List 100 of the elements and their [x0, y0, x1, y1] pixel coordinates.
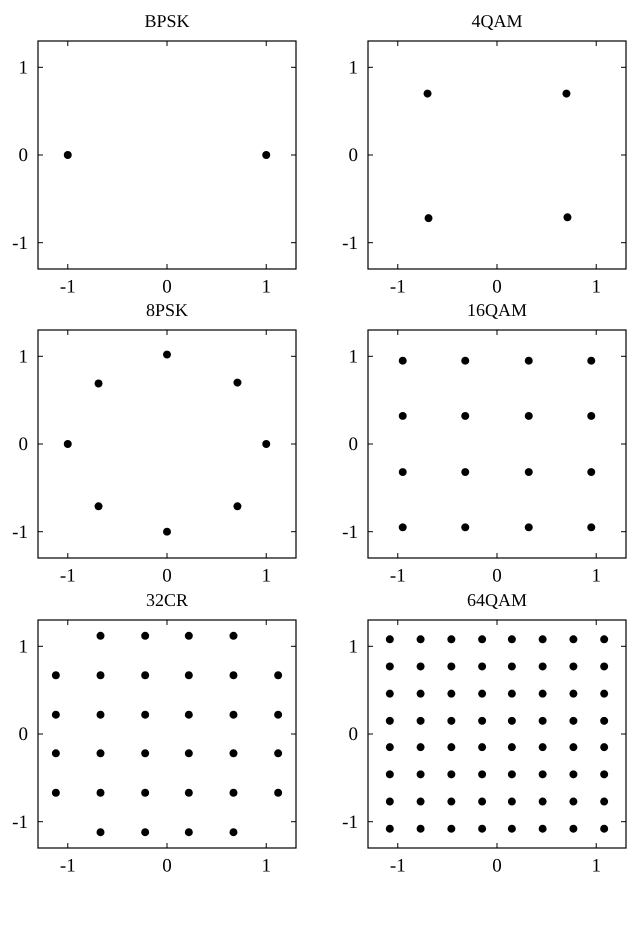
chart-title: 8PSK: [146, 300, 188, 320]
point: [184, 710, 193, 719]
x-tick-label: -1: [390, 276, 406, 298]
chart-title: 64QAM: [466, 590, 528, 610]
y-tick-label: 1: [18, 636, 28, 658]
point: [461, 356, 470, 365]
point: [163, 350, 171, 359]
point: [52, 671, 60, 680]
point: [233, 502, 242, 510]
y-tick-label: 0: [18, 434, 28, 456]
point: [184, 828, 193, 836]
point: [563, 213, 572, 222]
point: [52, 788, 60, 797]
x-tick-label: 0: [162, 276, 172, 298]
x-tick-label: -1: [390, 565, 406, 586]
point: [52, 749, 60, 758]
chart-title: 16QAM: [466, 300, 528, 320]
point: [587, 412, 596, 420]
y-tick-label: -1: [342, 812, 358, 833]
x-tick-label: 1: [261, 565, 271, 586]
point: [96, 788, 105, 797]
y-tick-label: 1: [348, 57, 358, 78]
point: [398, 356, 407, 365]
y-tick-label: -1: [12, 812, 28, 833]
point: [229, 671, 238, 680]
point: [229, 710, 238, 719]
point: [461, 412, 470, 420]
point: [184, 749, 193, 758]
x-tick-label: 1: [261, 855, 271, 876]
x-tick-label: 0: [492, 565, 502, 586]
x-tick-label: -1: [60, 565, 76, 586]
x-tick-label: 1: [591, 855, 601, 876]
point: [64, 440, 72, 448]
point: [524, 356, 533, 365]
y-tick-label: 1: [348, 346, 358, 368]
point: [141, 671, 150, 680]
point: [229, 828, 238, 836]
chart-title: 32CR: [146, 590, 188, 610]
point: [229, 749, 238, 758]
point: [184, 671, 193, 680]
point: [461, 523, 470, 532]
point: [424, 214, 433, 222]
y-tick-label: -1: [342, 232, 358, 254]
point: [562, 90, 570, 98]
y-tick-label: -1: [12, 232, 28, 254]
chart-title: 4QAM: [471, 11, 523, 31]
point: [141, 788, 150, 797]
point: [96, 632, 105, 640]
y-tick-label: 0: [348, 434, 358, 456]
point: [94, 380, 103, 388]
point: [141, 749, 150, 758]
point: [524, 468, 533, 476]
x-tick-label: -1: [60, 276, 76, 298]
y-tick-label: 0: [18, 145, 28, 166]
y-tick-label: 1: [348, 636, 358, 658]
point: [163, 528, 171, 536]
point: [587, 523, 596, 532]
x-tick-label: -1: [60, 855, 76, 876]
point: [424, 90, 432, 98]
x-tick-label: 0: [162, 855, 172, 876]
x-tick-label: 0: [162, 565, 172, 586]
point: [587, 468, 596, 476]
point: [94, 502, 103, 510]
x-tick-label: 1: [261, 276, 271, 298]
y-tick-label: -1: [12, 522, 28, 543]
point: [524, 412, 533, 420]
point: [274, 788, 282, 797]
point: [587, 356, 596, 365]
point: [262, 440, 270, 448]
point: [229, 788, 238, 797]
point: [96, 749, 105, 758]
point: [274, 671, 282, 680]
point: [184, 632, 193, 640]
point: [141, 710, 150, 719]
point: [184, 788, 193, 797]
x-tick-label: 0: [492, 276, 502, 298]
point: [96, 710, 105, 719]
point: [274, 749, 282, 758]
point: [398, 468, 407, 476]
x-tick-label: 1: [591, 276, 601, 298]
point: [461, 468, 470, 476]
point: [233, 378, 242, 387]
y-tick-label: 0: [348, 724, 358, 746]
point: [141, 632, 150, 640]
x-tick-label: 0: [492, 855, 502, 876]
point: [398, 412, 407, 420]
point: [274, 710, 282, 719]
point: [52, 710, 60, 719]
point: [398, 523, 407, 532]
y-tick-label: -1: [342, 522, 358, 543]
point: [524, 523, 533, 532]
y-tick-label: 1: [18, 57, 28, 78]
y-tick-label: 1: [18, 346, 28, 368]
y-tick-label: 0: [18, 724, 28, 746]
point: [141, 828, 150, 836]
point: [96, 671, 105, 680]
y-tick-label: 0: [348, 145, 358, 166]
chart-title: BPSK: [144, 11, 190, 31]
x-tick-label: -1: [390, 855, 406, 876]
x-tick-label: 1: [591, 565, 601, 586]
